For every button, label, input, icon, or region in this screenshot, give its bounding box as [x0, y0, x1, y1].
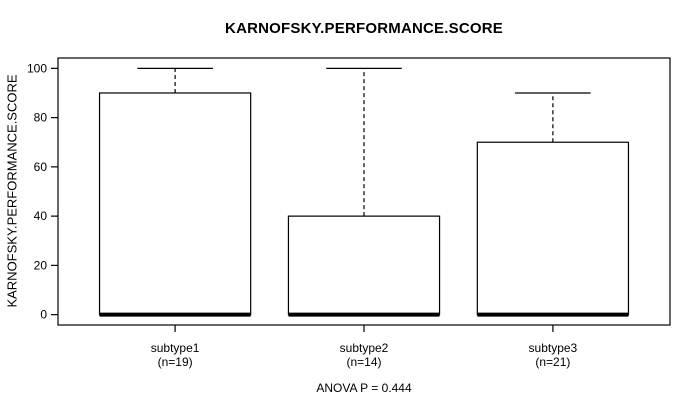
x-axis-group-label: subtype1	[151, 341, 200, 355]
y-axis-tick-label: 60	[34, 160, 48, 174]
chart-title: KARNOFSKY.PERFORMANCE.SCORE	[225, 20, 503, 37]
box-rect	[476, 141, 630, 316]
y-axis-tick-label: 0	[40, 308, 47, 322]
box-rect	[287, 215, 441, 316]
y-axis-tick-label: 40	[34, 209, 48, 223]
box-rect	[98, 92, 252, 316]
x-axis-group-sublabel: (n=19)	[158, 355, 193, 369]
x-axis-group-label: subtype2	[340, 341, 389, 355]
x-axis-group-label: subtype3	[529, 341, 578, 355]
anova-annotation: ANOVA P = 0.444	[316, 381, 412, 395]
x-axis-group-sublabel: (n=14)	[346, 355, 381, 369]
x-axis-group-sublabel: (n=21)	[535, 355, 570, 369]
y-axis-tick-label: 80	[34, 111, 48, 125]
y-axis-tick-label: 20	[34, 258, 48, 272]
y-axis-tick-label: 100	[27, 61, 47, 75]
